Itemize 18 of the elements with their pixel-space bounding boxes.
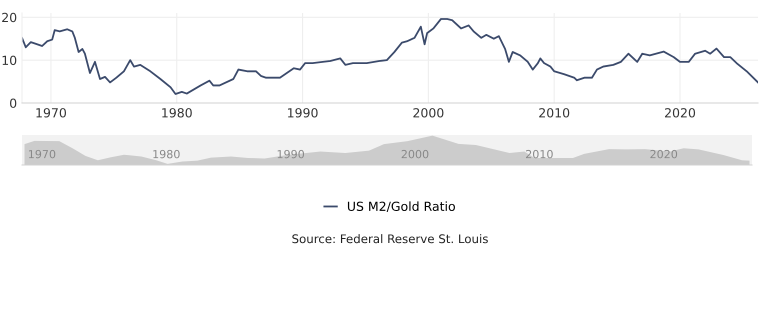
x-tick-label: 2010 — [539, 108, 570, 118]
x-tick-label: 1970 — [36, 108, 66, 118]
source-note: Source: Federal Reserve St. Louis — [292, 234, 488, 244]
x-tick-label: 2000 — [402, 150, 428, 158]
y-tick-label: 20 — [2, 12, 16, 22]
x-tick-label: 1970 — [28, 150, 56, 158]
legend-label: US M2/Gold Ratio — [348, 201, 455, 212]
y-tick-label: 0 — [10, 98, 16, 108]
line-series — [22, 18, 758, 95]
x-tick-label: 1980 — [162, 108, 192, 118]
x-tick-label: 1990 — [278, 150, 304, 158]
y-tick-label: 10 — [2, 56, 16, 66]
x-tick-label: 2010 — [526, 150, 553, 158]
x-tick-label: 1990 — [288, 108, 318, 118]
x-tick-label: 1980 — [153, 150, 180, 158]
x-tick-label: 2000 — [413, 108, 444, 118]
x-tick-label: 2020 — [665, 108, 696, 118]
x-tick-label: 2020 — [650, 150, 678, 158]
